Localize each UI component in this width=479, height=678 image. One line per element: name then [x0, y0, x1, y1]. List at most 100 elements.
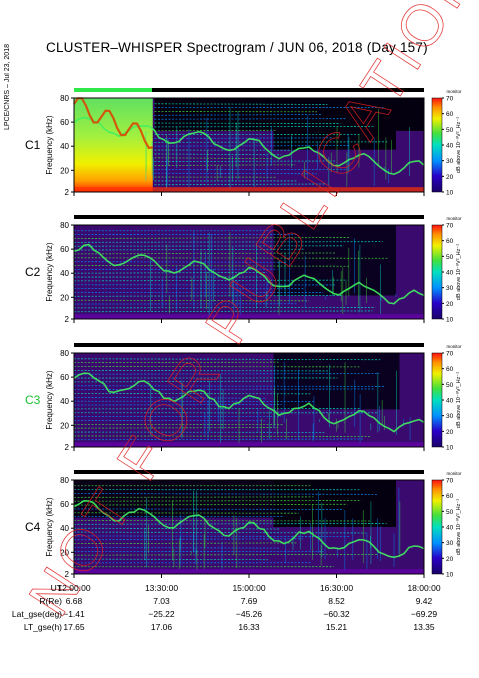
ephemeris-value: 7.03	[153, 596, 170, 606]
panel-C1: 2 20 40 60 80 Frequency (kHz) C1 monitor 10 20 30 4…	[25, 88, 462, 197]
harmonic-streak	[73, 522, 387, 525]
y-axis-label: Frequency (kHz)	[45, 497, 54, 556]
y-tick-label: 80	[60, 221, 69, 230]
ephemeris-label: Lat_gse(deg)	[11, 609, 62, 619]
colorbar-tick-label: 70	[446, 478, 454, 485]
ephemeris-value: 16.33	[238, 622, 260, 632]
harmonic-streak	[73, 531, 366, 534]
harmonic-streak	[73, 241, 383, 243]
ephemeris-value: −69.29	[410, 609, 438, 619]
y-tick-label: 2	[65, 188, 70, 197]
colorbar-tick-label: 60	[446, 111, 454, 118]
intense-emission-block	[74, 98, 153, 192]
harmonic-streak	[73, 279, 348, 282]
plasma-frequency-trace	[73, 372, 425, 433]
harmonic-streak	[154, 157, 273, 160]
status-bar	[74, 215, 424, 219]
y-tick-label: 20	[60, 548, 69, 557]
colorbar-tick-label: 50	[446, 127, 454, 134]
harmonic-streak	[73, 547, 280, 549]
low-frequency-band	[74, 187, 424, 192]
harmonic-streak	[154, 145, 349, 147]
ephemeris-value: −60.32	[323, 609, 350, 619]
data-gap	[273, 480, 396, 527]
ephemeris-value: 15:00:00	[232, 583, 266, 593]
colorbar-label: dB above 10⁻⁸V²_Hz⁻¹	[455, 372, 462, 428]
colorbar-tick-label: 40	[446, 525, 454, 532]
ephemeris-row: R(Re) 6.68 7.03 7.69 8.52 9.42	[0, 596, 479, 608]
colorbar-label: dB above 10⁻⁸V²_Hz⁻¹	[455, 244, 462, 300]
colorbar-tick-label: 70	[446, 223, 454, 230]
ephemeris-value: 13:30:00	[144, 583, 179, 593]
harmonic-streak	[154, 103, 328, 105]
panel-C3: 2 20 40 60 80 Frequency (kHz) C3 monitor 10 20 30 4…	[25, 343, 462, 452]
colorbar	[431, 352, 443, 448]
y-axis-label: Frequency (kHz)	[45, 115, 54, 174]
harmonic-streak	[73, 295, 342, 297]
harmonic-streak	[73, 272, 267, 274]
status-bar	[74, 470, 424, 474]
harmonic-streak	[73, 553, 378, 556]
harmonic-streak	[73, 380, 275, 383]
ephemeris-value: −1.41	[63, 609, 85, 619]
colorbar	[431, 97, 443, 193]
low-frequency-band	[74, 314, 424, 319]
ephemeris-row: UT 12:00:00 13:30:00 15:00:00 16:30:00 18:00:…	[0, 583, 479, 595]
harmonic-streak	[154, 118, 347, 120]
low-frequency-band	[74, 442, 424, 447]
harmonic-streak	[73, 369, 329, 372]
harmonic-streak	[154, 183, 327, 186]
y-axis-label: Frequency (kHz)	[45, 242, 54, 301]
harmonic-streak	[154, 125, 375, 128]
colorbar-unit: monitor	[446, 344, 462, 349]
colorbar-tick-label: 60	[446, 493, 454, 500]
colorbar-tick-label: 60	[446, 238, 454, 245]
harmonic-streak	[154, 164, 296, 166]
y-tick-label: 2	[65, 570, 70, 579]
plasma-frequency-trace	[73, 116, 425, 176]
y-tick-label: 40	[60, 269, 69, 278]
colorbar-tick-label: 10	[446, 190, 454, 197]
y-tick-label: 60	[60, 118, 69, 127]
status-bar-active	[74, 88, 152, 92]
colorbar-tick-label: 10	[446, 445, 454, 452]
harmonic-streak	[73, 438, 365, 441]
harmonic-streak	[73, 265, 349, 267]
colorbar-tick-label: 10	[446, 572, 454, 579]
colorbar-unit: monitor	[446, 216, 462, 221]
ephemeris-value: 15.21	[325, 622, 348, 632]
harmonic-streak	[73, 520, 372, 522]
harmonic-streak	[73, 558, 268, 561]
figure-title: CLUSTER–WHISPER Spectrogram / JUN 06, 20…	[46, 40, 428, 55]
ephemeris-value: 7.69	[240, 596, 258, 606]
ephemeris-value: 9.42	[415, 596, 433, 606]
colorbar-tick-label: 50	[446, 254, 454, 261]
harmonic-streak	[73, 500, 362, 502]
ephemeris-row: LT_gse(h) 17.65 17.06 16.33 15.21 13.35	[0, 622, 479, 634]
colorbar	[431, 479, 443, 575]
ephemeris-value: 12:00:00	[57, 583, 91, 593]
colorbar-tick-label: 30	[446, 413, 454, 420]
colorbar-label: dB above 10⁻⁸V²_Hz⁻¹	[455, 499, 462, 555]
harmonic-streak	[73, 427, 279, 429]
colorbar-tick-label: 40	[446, 398, 454, 405]
harmonic-streak	[73, 493, 378, 495]
y-tick-label: 20	[60, 293, 69, 302]
ephemeris-table: UT 12:00:00 13:30:00 15:00:00 16:30:00 18:00:…	[0, 583, 479, 663]
harmonic-streak	[73, 404, 282, 406]
colorbar-tick-label: 20	[446, 556, 454, 563]
ephemeris-label: LT_gse(h)	[23, 622, 62, 632]
ephemeris-label: R(Re)	[39, 596, 62, 606]
y-tick-label: 40	[60, 524, 69, 533]
harmonic-streak	[73, 508, 344, 510]
colorbar-tick-label: 20	[446, 429, 454, 436]
harmonic-streak	[73, 538, 303, 541]
harmonic-streak	[154, 137, 334, 139]
colorbar-unit: monitor	[446, 471, 462, 476]
panel-label: C3	[25, 393, 41, 407]
harmonic-streak	[154, 160, 336, 163]
y-tick-label: 40	[60, 397, 69, 406]
low-frequency-band	[74, 569, 424, 574]
y-tick-label: 80	[60, 476, 69, 485]
